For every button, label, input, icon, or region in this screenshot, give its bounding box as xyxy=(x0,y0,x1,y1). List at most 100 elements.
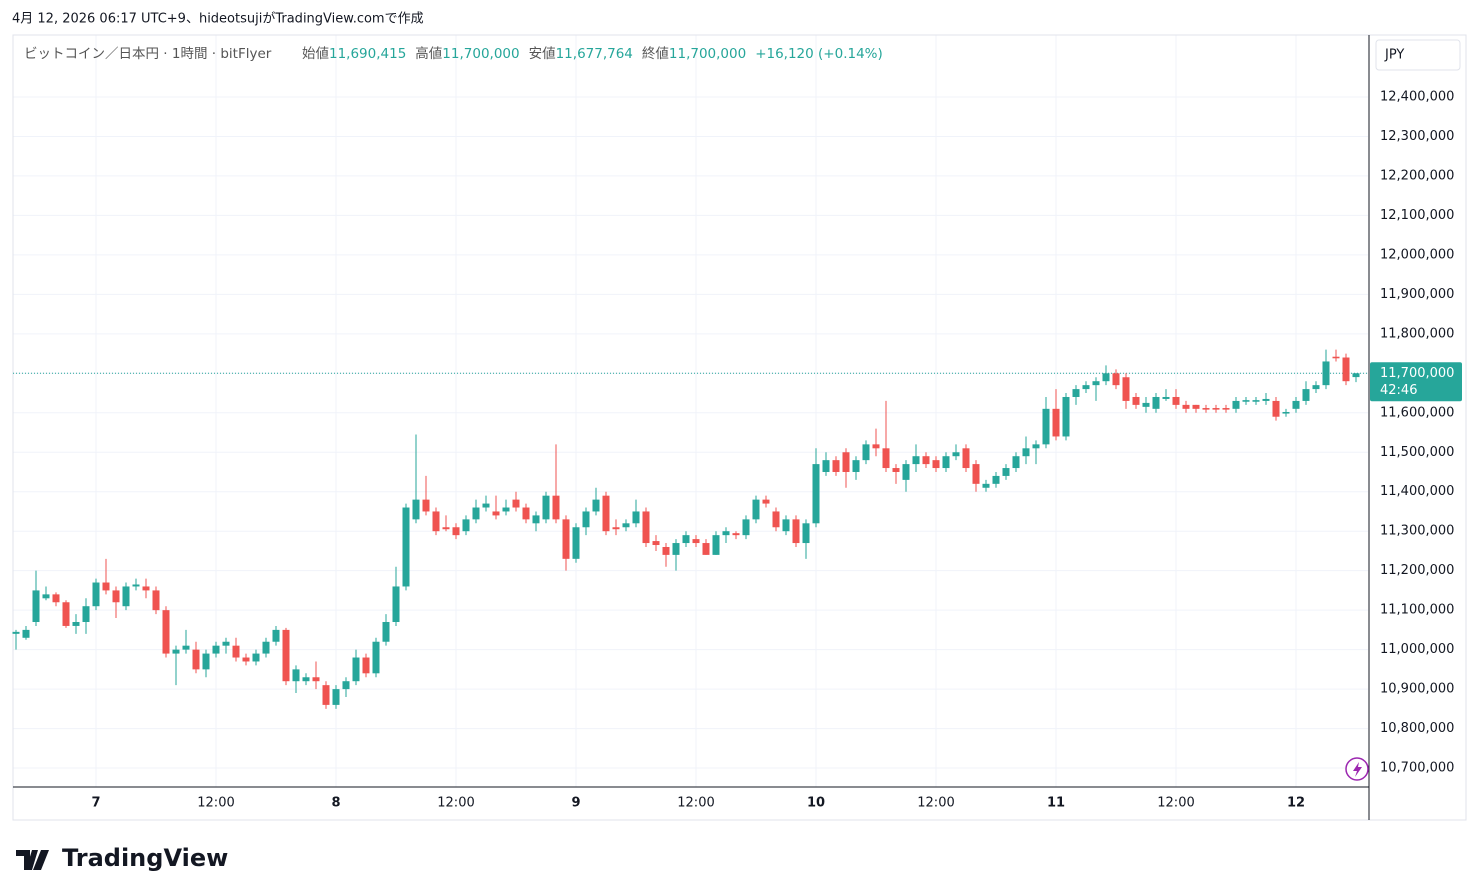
y-tick-label: 11,400,000 xyxy=(1380,484,1454,499)
candle-body xyxy=(832,460,840,472)
y-tick-label: 12,400,000 xyxy=(1380,89,1454,104)
candle-body xyxy=(1182,404,1190,409)
candle-body xyxy=(692,539,700,544)
x-tick-label: 12:00 xyxy=(1157,796,1194,811)
candle-body xyxy=(172,649,180,654)
candle-body xyxy=(222,641,230,646)
candle-body xyxy=(722,531,730,536)
candle-body xyxy=(622,523,630,528)
candle-body xyxy=(1292,400,1300,409)
candle-body xyxy=(342,681,350,690)
candle-body xyxy=(242,657,250,662)
candle-body xyxy=(442,527,450,530)
candle-body xyxy=(1162,396,1170,399)
candle-body xyxy=(822,460,830,472)
y-tick-label: 10,800,000 xyxy=(1380,721,1454,736)
candle-body xyxy=(322,685,330,705)
candle-body xyxy=(142,586,150,591)
x-tick-label: 8 xyxy=(331,796,340,811)
last-price-label: 11,700,000 xyxy=(1380,366,1454,381)
candle-body xyxy=(62,602,70,626)
candle-body xyxy=(112,590,120,603)
candle-body xyxy=(32,590,40,622)
candle-body xyxy=(742,519,750,536)
candle-body xyxy=(302,677,310,682)
candle-body xyxy=(992,475,1000,484)
candle-body xyxy=(522,507,530,520)
candle-body xyxy=(1352,373,1360,378)
candle-body xyxy=(612,527,620,530)
y-tick-label: 12,300,000 xyxy=(1380,129,1454,144)
candle-body xyxy=(512,499,520,508)
candle-body xyxy=(192,649,200,670)
candle-body xyxy=(1242,400,1250,402)
candle-body xyxy=(82,606,90,622)
candle-body xyxy=(22,629,30,638)
candle-body xyxy=(772,511,780,528)
x-tick-label: 12:00 xyxy=(197,796,234,811)
candle-body xyxy=(652,541,660,546)
candle-body xyxy=(1062,396,1070,437)
candle-body xyxy=(182,645,190,650)
candle-body xyxy=(712,535,720,555)
candle-body xyxy=(482,503,490,508)
candle-body xyxy=(272,629,280,642)
currency-box[interactable] xyxy=(1375,39,1461,71)
candle-body xyxy=(422,499,430,512)
x-tick-label: 9 xyxy=(571,796,580,811)
candle-body xyxy=(952,452,960,457)
candle-body xyxy=(292,669,300,682)
candle-body xyxy=(912,456,920,465)
candle-body xyxy=(382,621,390,642)
candle-body xyxy=(1202,408,1210,410)
candle-body xyxy=(492,511,500,516)
x-tick-label: 12 xyxy=(1287,796,1305,811)
countdown: 42:46 xyxy=(1380,383,1417,398)
candle-body xyxy=(572,527,580,559)
candle-body xyxy=(1092,381,1100,386)
candle-body xyxy=(1052,408,1060,437)
y-tick-label: 11,500,000 xyxy=(1380,445,1454,460)
y-tick-label: 12,000,000 xyxy=(1380,247,1454,262)
candle-body xyxy=(452,527,460,536)
candle-body xyxy=(1072,389,1080,397)
candle-body xyxy=(202,653,210,670)
ohlc-value: 11,690,415 xyxy=(329,46,406,62)
x-tick-label: 12:00 xyxy=(917,796,954,811)
candle-body xyxy=(812,464,820,524)
y-tick-label: 11,600,000 xyxy=(1380,405,1454,420)
y-tick-label: 11,100,000 xyxy=(1380,603,1454,618)
candle-body xyxy=(632,511,640,524)
candle-body xyxy=(262,641,270,654)
candle-body xyxy=(642,511,650,544)
change: +16,120 (+0.14%) xyxy=(755,46,883,62)
logo xyxy=(16,850,49,870)
candle-body xyxy=(12,631,20,634)
ohlc-label: 始値 xyxy=(302,46,329,62)
candle-body xyxy=(92,582,100,607)
candle-body xyxy=(1122,377,1130,401)
lightning-icon[interactable] xyxy=(1345,757,1369,781)
candle-body xyxy=(1222,408,1230,410)
candle-body xyxy=(1192,404,1200,409)
candle-body xyxy=(1342,357,1350,382)
candle-body xyxy=(162,610,170,654)
candle-body xyxy=(52,594,60,603)
ohlc-label: 高値 xyxy=(415,45,442,62)
candle-body xyxy=(392,586,400,622)
candle-body xyxy=(1172,396,1180,405)
candle-body xyxy=(252,653,260,662)
candle-body xyxy=(732,533,740,536)
candle-body xyxy=(462,519,470,532)
candle-body xyxy=(1002,468,1010,476)
candle-body xyxy=(852,460,860,472)
candle-body xyxy=(972,464,980,484)
candle-body xyxy=(402,507,410,587)
symbol: ビットコイン／日本円 · 1時間 · bitFlyer xyxy=(24,46,272,62)
candle-body xyxy=(762,499,770,504)
candle-body xyxy=(592,499,600,512)
candle-body xyxy=(1272,400,1280,417)
candle-body xyxy=(922,456,930,465)
